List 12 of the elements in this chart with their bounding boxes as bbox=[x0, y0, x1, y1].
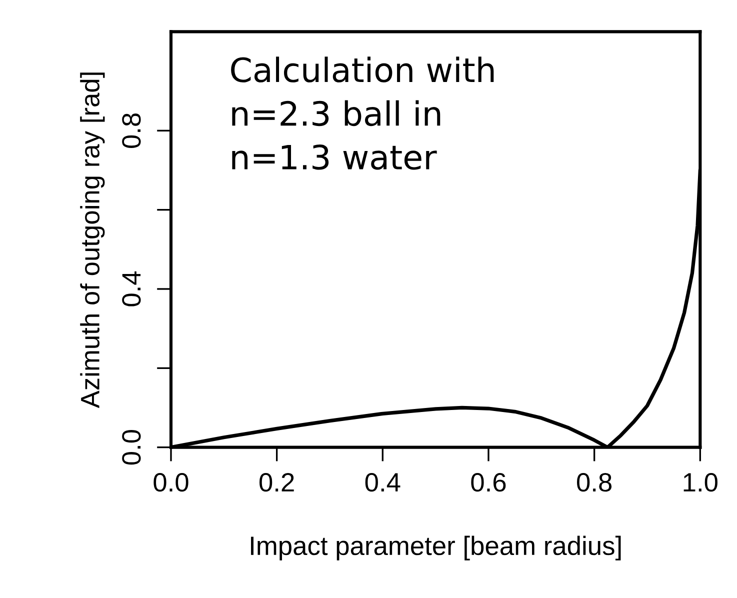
x-tick-label: 0.0 bbox=[154, 473, 188, 492]
x-tick-label: 0.6 bbox=[471, 473, 506, 492]
x-axis-title: Impact parameter [beam radius] bbox=[251, 536, 621, 560]
y-tick-label: 0.8 bbox=[122, 113, 141, 148]
annotation: Calculation with n=2.3 ball in n=1.3 water bbox=[231, 56, 494, 170]
y-tick-label: 0.4 bbox=[122, 271, 141, 306]
x-tick-label: 0.2 bbox=[260, 473, 294, 492]
x-tick-label: 0.4 bbox=[365, 473, 400, 492]
y-axis-title: Azimuth of outgoing ray [rad] bbox=[80, 72, 105, 408]
x-tick-label: 1.0 bbox=[684, 473, 718, 492]
x-tick-label: 0.8 bbox=[577, 473, 612, 492]
y-tick-label: 0.0 bbox=[122, 430, 141, 465]
